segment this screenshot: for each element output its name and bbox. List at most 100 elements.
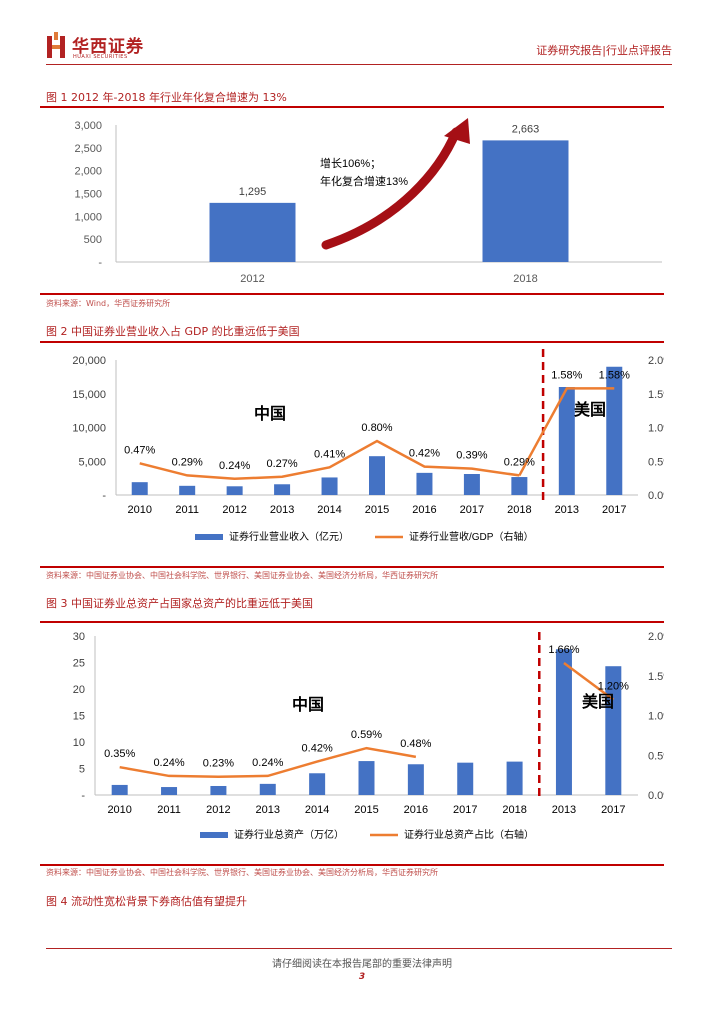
y2-tick-label: 0.0%	[648, 790, 664, 802]
y-tick-label: 10	[73, 737, 85, 749]
growth-arrow-shaft	[321, 127, 461, 250]
line-series	[518, 387, 615, 477]
bar	[309, 773, 326, 795]
x-tick-label: 2017	[460, 504, 484, 516]
y-tick-label: 3,000	[74, 120, 102, 132]
x-tick-label: 2013	[256, 804, 280, 816]
line-data-label: 0.42%	[409, 448, 440, 460]
legend-bar-swatch	[195, 534, 223, 540]
figure-1-top-rule	[40, 106, 664, 108]
line-data-label: 0.24%	[252, 757, 283, 769]
line-series	[563, 662, 615, 701]
y-tick-label: 2,000	[74, 166, 102, 178]
bar	[259, 783, 276, 795]
line-data-label: 0.41%	[314, 448, 345, 460]
bar	[407, 764, 424, 795]
footer-disclaimer: 请仔细阅读在本报告尾部的重要法律声明	[272, 959, 452, 970]
x-tick-label: 2014	[305, 804, 329, 816]
y-tick-label: 1,000	[74, 211, 102, 223]
line-data-label: 1.66%	[548, 644, 579, 656]
company-logo: 华西证券 HUAXI SECURITIES	[46, 32, 146, 66]
annotation-line-1: 增长106%；	[320, 156, 381, 170]
figure-3-bottom-rule	[40, 864, 664, 866]
line-data-label: 0.27%	[266, 458, 297, 470]
line-data-label: 0.39%	[456, 450, 487, 462]
header-divider	[46, 64, 672, 65]
bar	[210, 785, 227, 795]
figure-2-title: 图 2 中国证券业营业收入占 GDP 的比重远低于美国	[46, 325, 300, 338]
y-tick-label: 15	[73, 711, 85, 723]
bar	[358, 761, 375, 795]
y-tick-label: 1,500	[74, 189, 102, 201]
chart-3-svg: - 5 10 15 20 25 30 0.0% 0.5% 1.0% 1.5% 2.0% 2010 2011…	[73, 631, 664, 841]
figure-2-bottom-rule	[40, 566, 664, 568]
figure-4-title: 图 4 流动性宽松背景下券商估值有望提升	[46, 895, 247, 908]
x-tick-label: 2016	[412, 504, 436, 516]
bar	[463, 474, 480, 495]
x-tick-label: 2016	[404, 804, 428, 816]
figure-2-source: 资料来源：中国证券业协会、中国社会科学院、世界银行、美国证券业协会、美国经济分析…	[46, 571, 438, 580]
report-type-label: 证券研究报告|行业点评报告	[536, 44, 672, 57]
region-label-us: 美国	[574, 400, 606, 419]
figure-3-top-rule	[40, 621, 664, 623]
x-tick-label: 2018	[507, 504, 531, 516]
x-tick-label: 2015	[354, 804, 378, 816]
x-tick-label: 2012	[222, 504, 246, 516]
y2-tick-label: 2.0%	[648, 631, 664, 643]
huaxi-logo-icon	[47, 32, 65, 58]
x-tick-label: 2010	[127, 504, 151, 516]
bar	[511, 477, 528, 495]
line-data-label: 0.24%	[153, 757, 184, 769]
x-tick-label: 2013	[270, 504, 294, 516]
x-tick-label: 2015	[365, 504, 389, 516]
region-label-china: 中国	[292, 695, 324, 714]
bar	[506, 761, 523, 795]
bar	[321, 477, 338, 495]
y-tick-label: -	[81, 790, 85, 802]
y-tick-label: 15,000	[72, 389, 106, 401]
x-tick-label: 2017	[601, 804, 625, 816]
x-tick-label: 2013	[552, 804, 576, 816]
legend-bar-label: 证券行业总资产（万亿）	[234, 828, 344, 841]
line-data-label: 0.35%	[104, 748, 135, 760]
bar	[555, 649, 572, 795]
x-tick-label: 2014	[317, 504, 341, 516]
x-tick-label: 2018	[502, 804, 526, 816]
line-series	[139, 439, 520, 481]
annotation-line-2: 年化复合增速13%	[320, 174, 408, 188]
y2-tick-label: 0.0%	[648, 490, 664, 502]
y-tick-label: 20,000	[72, 355, 106, 367]
y2-tick-label: 0.5%	[648, 750, 664, 762]
x-tick-label: 2013	[555, 504, 579, 516]
x-tick-label: 2012	[206, 804, 230, 816]
y2-tick-label: 1.0%	[648, 423, 664, 435]
footer-divider	[46, 948, 672, 949]
y-tick-label: 30	[73, 631, 85, 643]
line-data-label: 0.23%	[203, 758, 234, 770]
y-tick-label: 500	[84, 234, 102, 246]
page-number: 3	[358, 972, 366, 982]
line-data-label: 1.58%	[599, 369, 630, 381]
region-label-china: 中国	[254, 404, 286, 423]
x-tick-label: 2010	[107, 804, 131, 816]
legend-bar-label: 证券行业营业收入（亿元）	[229, 530, 349, 543]
line-data-label: 0.29%	[504, 456, 535, 468]
data-label: 2,663	[512, 123, 540, 135]
growth-arrow-head	[444, 118, 470, 144]
legend-bar-swatch	[200, 832, 228, 838]
figure-3-source: 资料来源：中国证券业协会、中国社会科学院、世界银行、美国证券业协会、美国经济分析…	[46, 868, 438, 877]
y-tick-label: -	[102, 490, 106, 502]
figure-3-title: 图 3 中国证券业总资产占国家总资产的比重远低于美国	[46, 597, 313, 610]
figure-1-chart: - 500 1,000 1,500 2,000 2,500 3,000 1,295 2012 2,…	[40, 110, 664, 296]
bar	[606, 366, 623, 495]
bar	[111, 784, 128, 795]
line-data-label: 1.58%	[551, 369, 582, 381]
y-tick-label: 5	[79, 764, 85, 776]
chart-1-svg: - 500 1,000 1,500 2,000 2,500 3,000 1,295 2012 2,…	[74, 118, 662, 285]
x-tick-label: 2011	[157, 804, 181, 816]
line-data-label: 0.80%	[361, 422, 392, 434]
y2-tick-label: 2.0%	[648, 355, 664, 367]
bar	[161, 787, 178, 795]
line-series	[119, 746, 417, 778]
figure-2-top-rule	[40, 341, 664, 343]
